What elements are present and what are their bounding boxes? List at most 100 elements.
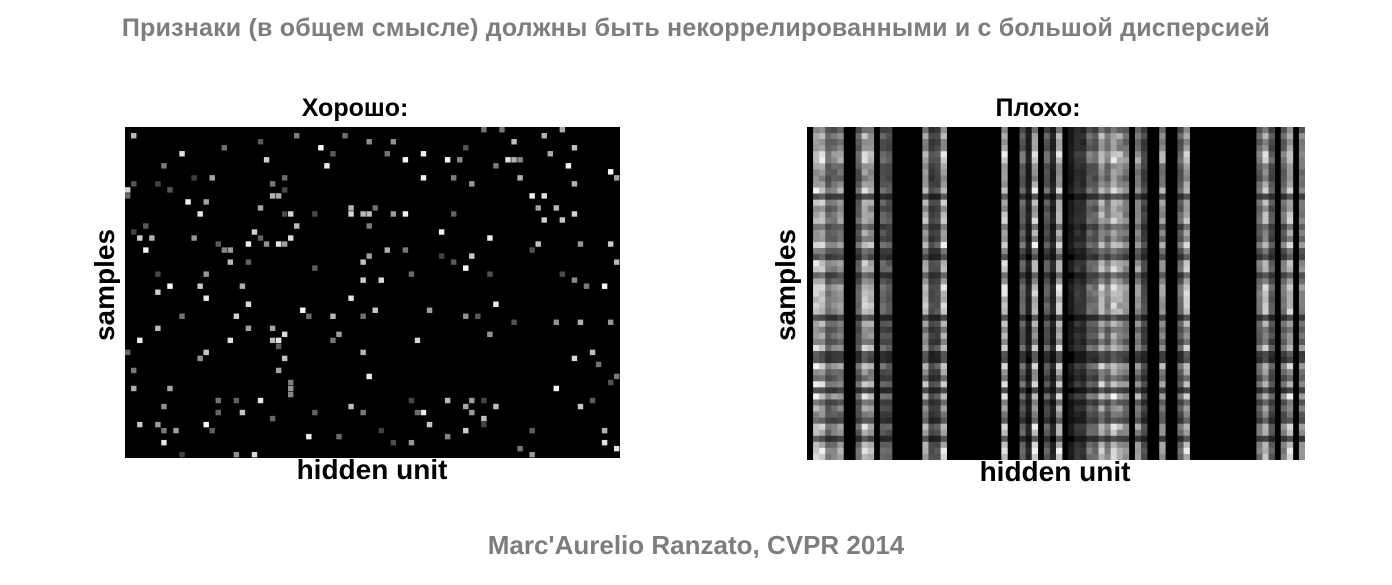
heatmap-cell (1141, 357, 1148, 364)
heatmap-cell (831, 351, 838, 358)
heatmap-cell (1080, 193, 1087, 200)
heatmap-cell (1280, 429, 1288, 437)
heatmap-cell (1068, 211, 1075, 219)
heatmap-cell (1025, 217, 1032, 225)
heatmap-cell (1092, 145, 1099, 152)
heatmap-cell (1268, 351, 1275, 358)
heatmap-cell (1262, 217, 1269, 225)
heatmap-cell (1104, 314, 1111, 322)
heatmap-cell (1141, 127, 1148, 134)
heatmap-cell (1043, 302, 1051, 309)
heatmap-cell (1049, 423, 1057, 431)
heatmap-cell (1183, 290, 1190, 297)
heatmap-cell (1286, 266, 1294, 273)
heatmap-cell (922, 344, 929, 352)
heatmap-cell (867, 175, 875, 182)
heatmap-cell (1074, 357, 1081, 364)
heatmap-cell (1104, 217, 1111, 225)
heatmap-cell (1019, 157, 1026, 164)
heatmap-cell (819, 248, 826, 255)
heatmap-cell (1092, 151, 1099, 158)
heatmap-cell (1086, 314, 1093, 322)
heatmap-cell (1031, 290, 1039, 297)
heatmap-cell (1001, 181, 1008, 188)
heatmap-cell (1134, 363, 1142, 370)
heatmap-cell (934, 308, 941, 315)
heatmap-cell (837, 272, 844, 279)
heatmap-cell (1043, 435, 1051, 443)
heatmap-cell (1134, 163, 1142, 170)
heatmap-cell (336, 433, 342, 440)
heatmap-cell (1280, 248, 1288, 255)
heatmap-cell (855, 266, 862, 273)
heatmap-cell (1001, 260, 1008, 267)
heatmap-cell (1134, 145, 1142, 152)
heatmap-cell (1019, 320, 1026, 328)
heatmap-cell (1286, 399, 1294, 406)
heatmap-cell (825, 266, 832, 273)
heatmap-cell (1122, 387, 1130, 394)
heatmap-cell (1068, 229, 1075, 237)
heatmap-cell (922, 145, 929, 152)
heatmap-cell (861, 320, 869, 328)
heatmap-cell (1122, 429, 1130, 437)
heatmap-cell (813, 308, 820, 315)
heatmap-cell (1134, 284, 1142, 291)
heatmap-cell (1262, 453, 1269, 460)
heatmap-cell (1122, 447, 1130, 455)
heatmap-cell (1049, 278, 1057, 285)
heatmap-cell (1286, 205, 1294, 213)
heatmap-cell (1268, 326, 1275, 334)
heatmap-cell (922, 193, 929, 200)
heatmap-cell (1256, 235, 1263, 243)
heatmap-cell (1043, 127, 1051, 134)
heatmap-cell (1159, 405, 1166, 412)
heatmap-cell (1256, 223, 1263, 231)
heatmap-cell (1074, 308, 1081, 315)
heatmap-cell (1262, 284, 1269, 291)
heatmap-cell (1141, 254, 1148, 261)
heatmap-cell (1049, 133, 1057, 140)
heatmap-cell (1134, 205, 1142, 213)
heatmap-cell (1256, 387, 1263, 394)
heatmap-cell (1256, 163, 1263, 170)
heatmap-cell (1116, 175, 1124, 182)
heatmap-cell (1159, 229, 1166, 237)
heatmap-cell (825, 314, 832, 322)
heatmap-cell (1122, 423, 1130, 431)
heatmap-cell (1074, 254, 1081, 261)
heatmap-cell (825, 447, 832, 455)
heatmap-cell (855, 423, 862, 431)
heatmap-cell (867, 211, 875, 219)
heatmap-cell (1092, 211, 1099, 219)
heatmap-cell (1043, 296, 1051, 303)
heatmap-cell (1092, 290, 1099, 297)
heatmap-cell (922, 369, 929, 376)
heatmap-cell (1298, 290, 1305, 297)
heatmap-cell (1080, 369, 1087, 376)
heatmap-cell (360, 211, 366, 217)
heatmap-cell (1056, 387, 1063, 394)
heatmap-cell (861, 235, 869, 243)
heatmap-cell (1098, 139, 1105, 146)
heatmap-cell (1001, 447, 1008, 455)
heatmap-cell (1092, 205, 1099, 213)
heatmap-cell (1116, 266, 1124, 273)
heatmap-cell (879, 344, 887, 352)
heatmap-cell (825, 296, 832, 303)
heatmap-cell (1056, 441, 1063, 449)
heatmap-cell (1104, 272, 1111, 279)
heatmap-cell (1049, 381, 1057, 388)
heatmap-cell (1019, 193, 1026, 200)
heatmap-cell (1056, 338, 1063, 346)
heatmap-cell (1098, 260, 1105, 267)
heatmap-cell (831, 181, 838, 188)
heatmap-cell (275, 337, 282, 344)
heatmap-cell (928, 302, 935, 309)
heatmap-cell (1286, 357, 1294, 364)
heatmap-cell (1268, 157, 1275, 164)
heatmap-cell (861, 453, 869, 460)
heatmap-cell (867, 453, 875, 460)
heatmap-cell (1098, 429, 1105, 437)
heatmap-cell (1183, 441, 1190, 449)
